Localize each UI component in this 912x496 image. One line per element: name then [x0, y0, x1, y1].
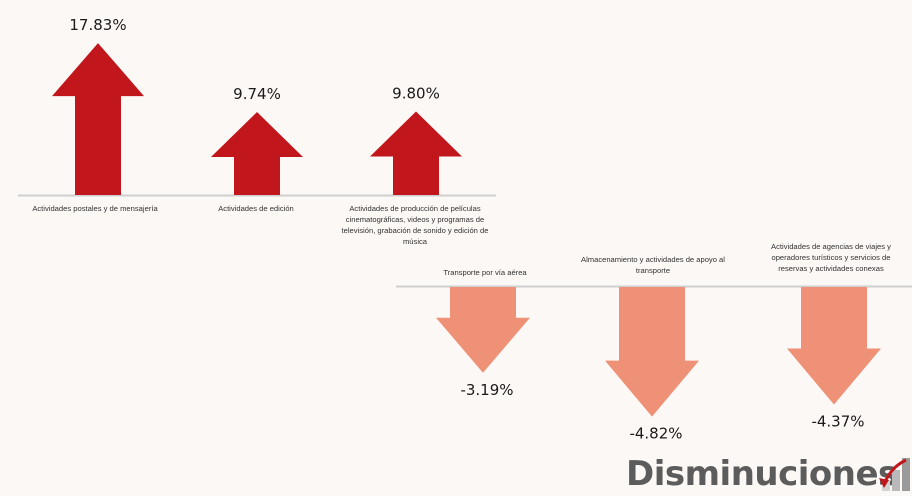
declining-trend-icon [879, 458, 910, 491]
value-label-almacenamiento: -4.82% [629, 425, 682, 443]
category-label-transporte-aereo: Transporte por vía aérea [443, 268, 527, 277]
category-label-agencias-viajes: Actividades de agencias de viajes y oper… [771, 242, 891, 273]
category-label-edicion: Actividades de edición [218, 204, 294, 213]
decrease-arrow-agencias-viajes [787, 287, 881, 405]
decrease-arrow-almacenamiento [605, 287, 699, 417]
increase-arrow-edicion [211, 112, 303, 195]
increase-arrow-peliculas [370, 111, 462, 195]
decrease-arrow-transporte-aereo [436, 287, 530, 373]
category-label-peliculas: Actividades de producción de películas c… [341, 204, 489, 246]
decreases-title: Disminuciones [626, 454, 898, 494]
value-label-peliculas: 9.80% [392, 85, 440, 103]
value-label-edicion: 9.74% [233, 85, 281, 103]
value-label-transporte-aereo: -3.19% [460, 381, 513, 399]
category-label-postal: Actividades postales y de mensajería [32, 204, 158, 213]
increase-arrow-postal [52, 43, 144, 195]
value-label-agencias-viajes: -4.37% [811, 413, 864, 431]
category-label-almacenamiento: Almacenamiento y actividades de apoyo al… [581, 255, 725, 275]
value-label-postal: 17.83% [69, 16, 126, 34]
